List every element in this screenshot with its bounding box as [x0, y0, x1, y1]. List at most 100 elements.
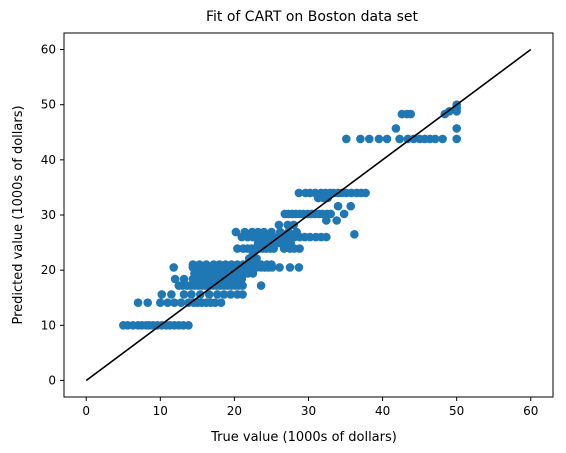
- data-point: [163, 298, 172, 308]
- data-point: [267, 260, 276, 269]
- data-point: [226, 290, 235, 299]
- data-point: [409, 134, 419, 144]
- data-point: [326, 209, 336, 219]
- data-point: [209, 260, 218, 269]
- data-point: [187, 290, 196, 299]
- data-point: [202, 269, 211, 278]
- y-tick-label: 20: [41, 263, 56, 277]
- y-tick-label: 0: [48, 373, 56, 387]
- y-tick-label: 60: [41, 43, 56, 57]
- data-point: [285, 263, 295, 272]
- data-point: [213, 290, 222, 299]
- data-point: [202, 260, 211, 269]
- reference-line: [85, 48, 532, 382]
- data-point: [247, 227, 257, 237]
- data-point: [248, 269, 258, 278]
- data-point: [133, 298, 143, 308]
- data-point: [350, 230, 359, 239]
- data-point: [238, 290, 247, 299]
- data-point: [156, 298, 165, 308]
- data-point: [332, 216, 342, 225]
- data-point: [176, 298, 186, 308]
- data-point: [253, 227, 263, 237]
- data-point: [179, 290, 189, 299]
- data-point: [342, 134, 351, 144]
- data-point: [333, 201, 343, 211]
- data-point: [295, 244, 304, 253]
- chart-title: Fit of CART on Boston data set: [206, 9, 418, 25]
- x-axis-ticks: 0 10 20 30 40 50 60: [82, 397, 538, 418]
- data-point: [292, 227, 301, 237]
- data-point: [259, 227, 269, 237]
- data-point: [452, 134, 462, 144]
- data-point: [240, 227, 250, 237]
- data-point: [438, 134, 447, 144]
- data-point: [346, 201, 356, 211]
- data-point: [184, 321, 193, 330]
- data-point: [157, 290, 167, 299]
- data-point: [167, 290, 176, 299]
- data-point: [322, 216, 331, 225]
- data-point: [253, 238, 263, 248]
- x-tick-label: 40: [375, 404, 390, 418]
- x-tick-label: 20: [227, 404, 242, 418]
- data-point: [284, 227, 293, 237]
- data-point: [374, 134, 384, 144]
- data-point: [356, 134, 365, 144]
- points-layer: [119, 100, 462, 330]
- data-point: [391, 124, 401, 133]
- y-tick-label: 40: [41, 153, 56, 167]
- data-point: [365, 134, 374, 144]
- data-point: [274, 220, 284, 230]
- data-point: [196, 269, 205, 278]
- data-point: [403, 134, 413, 144]
- data-point: [452, 124, 462, 133]
- data-point: [294, 188, 304, 198]
- data-point: [430, 134, 440, 144]
- data-point: [231, 227, 241, 237]
- data-point: [244, 260, 254, 269]
- data-point: [170, 298, 179, 308]
- reference-line-layer: [85, 48, 532, 382]
- data-point: [323, 193, 333, 203]
- data-point: [227, 260, 236, 269]
- y-tick-label: 50: [41, 98, 56, 112]
- y-tick-label: 30: [41, 208, 56, 222]
- x-tick-label: 30: [301, 404, 316, 418]
- data-point: [210, 298, 220, 308]
- y-axis-label: Predicted value (1000s of dollars): [11, 105, 26, 324]
- data-point: [204, 290, 214, 299]
- data-point: [170, 274, 180, 284]
- y-axis-ticks: 0 10 20 30 40 50 60: [41, 43, 64, 387]
- data-point: [305, 232, 315, 242]
- data-point: [339, 209, 349, 219]
- data-point: [195, 260, 204, 269]
- data-point: [406, 109, 416, 119]
- data-point: [221, 260, 230, 269]
- data-point: [188, 260, 198, 269]
- data-point: [283, 220, 293, 230]
- x-tick-label: 10: [153, 404, 168, 418]
- data-point: [256, 260, 266, 269]
- data-point: [238, 281, 247, 290]
- data-point: [169, 263, 178, 272]
- data-point: [207, 269, 217, 278]
- y-tick-label: 10: [41, 318, 56, 332]
- data-point: [215, 260, 224, 269]
- data-point: [275, 263, 284, 272]
- x-tick-label: 0: [82, 404, 90, 418]
- data-point: [274, 238, 284, 248]
- data-point: [395, 134, 404, 144]
- data-point: [256, 281, 266, 290]
- x-axis-label: True value (1000s of dollars): [210, 430, 397, 445]
- data-point: [361, 188, 370, 198]
- data-point: [179, 274, 189, 284]
- x-tick-label: 60: [523, 404, 538, 418]
- data-point: [213, 269, 223, 278]
- data-point: [322, 232, 331, 242]
- data-point: [190, 269, 199, 278]
- data-point: [143, 298, 152, 308]
- data-point: [294, 263, 304, 272]
